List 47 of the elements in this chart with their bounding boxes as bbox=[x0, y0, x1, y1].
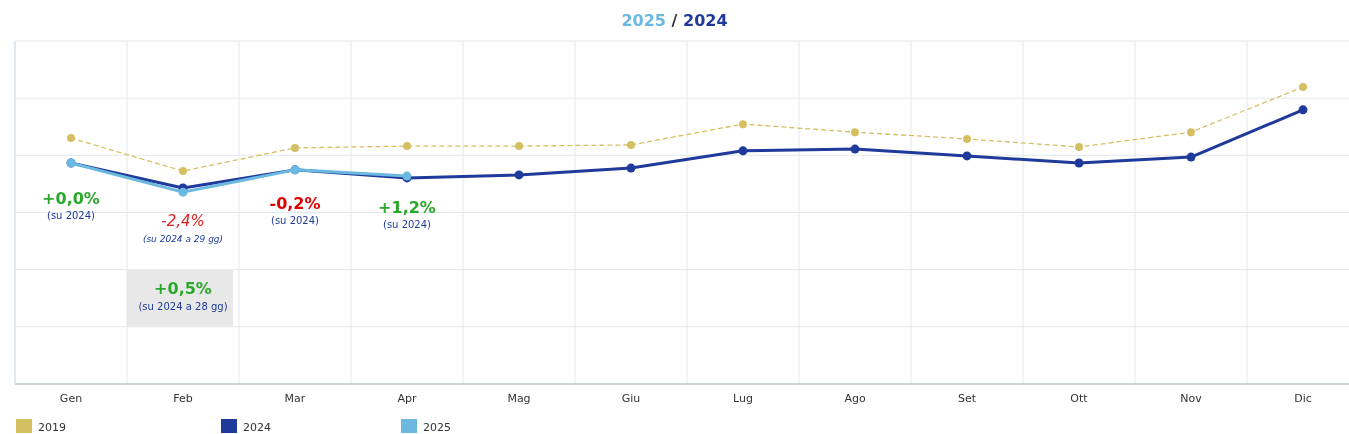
point bbox=[291, 143, 299, 152]
annotation: +1,2% bbox=[378, 198, 436, 217]
point bbox=[1187, 128, 1195, 137]
legend-label: 2019 bbox=[38, 421, 66, 434]
x-tick-label: Apr bbox=[397, 392, 417, 405]
annotation: (su 2024) bbox=[271, 215, 320, 226]
legend-label: 2024 bbox=[243, 421, 271, 434]
annotation: +0,0% bbox=[42, 189, 100, 208]
x-tick-label: Dic bbox=[1294, 392, 1312, 405]
point bbox=[515, 142, 523, 151]
point bbox=[850, 144, 860, 154]
point bbox=[962, 151, 972, 161]
x-tick-label: Mar bbox=[284, 392, 306, 405]
point bbox=[1298, 105, 1308, 115]
legend-label: 2025 bbox=[423, 421, 451, 434]
point bbox=[1074, 158, 1084, 168]
point bbox=[514, 170, 524, 180]
annotation: +0,5% bbox=[154, 279, 212, 298]
annotation: (su 2024 a 29 gg) bbox=[142, 234, 224, 244]
point bbox=[851, 128, 859, 137]
x-tick-label: Nov bbox=[1180, 392, 1203, 405]
point bbox=[963, 134, 971, 143]
point bbox=[178, 187, 188, 197]
x-tick-label: Gen bbox=[59, 392, 83, 405]
point bbox=[739, 120, 747, 129]
annotation: (su 2024 a 28 gg) bbox=[138, 301, 228, 312]
annotation: -0,2% bbox=[269, 194, 321, 213]
x-tick-label: Giu bbox=[621, 392, 641, 405]
annotation: -2,4% bbox=[161, 212, 205, 230]
annotation: (su 2024) bbox=[47, 210, 96, 221]
point bbox=[403, 142, 411, 151]
point bbox=[626, 163, 636, 173]
point bbox=[179, 167, 187, 176]
annotation: (su 2024) bbox=[383, 219, 432, 230]
point bbox=[67, 134, 75, 143]
x-tick-label: Lug bbox=[733, 392, 753, 405]
x-tick-label: Ago bbox=[844, 392, 866, 405]
point bbox=[1186, 152, 1196, 162]
point bbox=[1299, 83, 1307, 91]
x-tick-label: Set bbox=[957, 392, 977, 405]
point bbox=[1075, 142, 1083, 151]
x-tick-label: Mag bbox=[507, 392, 531, 405]
point bbox=[627, 140, 635, 149]
point bbox=[738, 146, 748, 156]
x-tick-label: Ott bbox=[1070, 392, 1089, 405]
chart-title: 2025 / 2024 bbox=[621, 11, 728, 30]
x-tick-label: Feb bbox=[173, 392, 193, 405]
